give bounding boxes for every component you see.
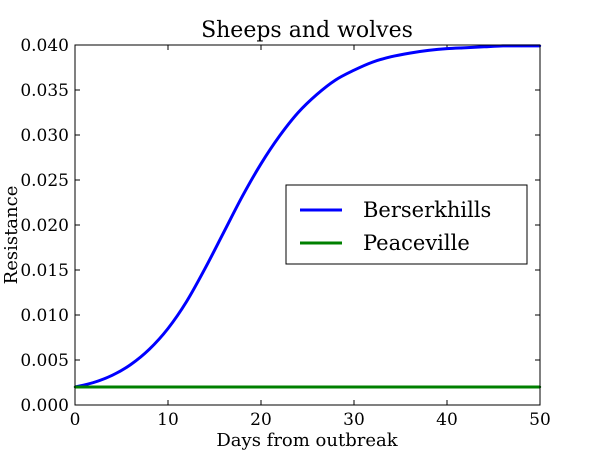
data-point-berserkhills [390, 55, 393, 58]
data-point-berserkhills [222, 231, 225, 234]
data-point-berserkhills [278, 134, 281, 138]
data-point-berserkhills [129, 363, 132, 366]
data-point-berserkhills [483, 45, 486, 48]
x-tick-label: 40 [436, 410, 458, 430]
data-point-berserkhills [352, 69, 356, 72]
y-axis-label: Resistance [1, 186, 22, 285]
y-tick-label: 0.020 [20, 216, 69, 236]
data-point-berserkhills [185, 300, 188, 303]
y-tick-label: 0.000 [20, 396, 69, 416]
data-point-berserkhills [111, 374, 114, 377]
data-point-berserkhills [427, 49, 430, 52]
x-tick-label: 50 [529, 410, 551, 430]
x-axis-label: Days from outbreak [216, 430, 398, 450]
series-line-berserkhills [74, 44, 540, 389]
x-tick-label: 0 [70, 410, 81, 430]
series-layer [73, 44, 542, 389]
legend-box [285, 184, 528, 265]
x-tick-label: 20 [250, 410, 272, 430]
data-point-berserkhills [92, 381, 95, 384]
data-point-berserkhills [371, 60, 374, 64]
legend: Berserkhills Peaceville [285, 184, 528, 265]
y-tick-label: 0.040 [20, 36, 69, 56]
data-point-berserkhills [148, 348, 151, 351]
ticks: 0 10 20 30 40 50 0.000 0.005 0.010 0.015 0.020 0.02… [20, 36, 550, 430]
x-tick-label: 30 [343, 410, 365, 430]
y-tick-label: 0.005 [20, 351, 69, 371]
y-tick-label: 0.035 [20, 81, 69, 101]
chart-title: Sheeps and wolves [201, 18, 413, 43]
data-point-berserkhills [315, 93, 318, 96]
data-point-berserkhills [408, 51, 411, 55]
data-point-berserkhills [334, 78, 337, 82]
data-point-berserkhills [464, 46, 467, 49]
x-tick-label: 10 [157, 410, 179, 430]
data-point-berserkhills [241, 195, 244, 198]
data-point-berserkhills [259, 162, 263, 165]
data-point-berserkhills [445, 47, 449, 50]
y-tick-label: 0.010 [20, 306, 69, 326]
data-point-berserkhills [297, 111, 300, 114]
legend-label-peaceville: Peaceville [363, 231, 470, 255]
legend-label-berserkhills: Berserkhills [363, 198, 491, 222]
plot-frame [74, 44, 541, 406]
y-tick-label: 0.015 [20, 261, 69, 281]
y-tick-label: 0.030 [20, 126, 69, 146]
data-point-berserkhills [204, 267, 207, 270]
data-point-berserkhills [166, 327, 170, 330]
y-tick-label: 0.025 [20, 171, 69, 191]
